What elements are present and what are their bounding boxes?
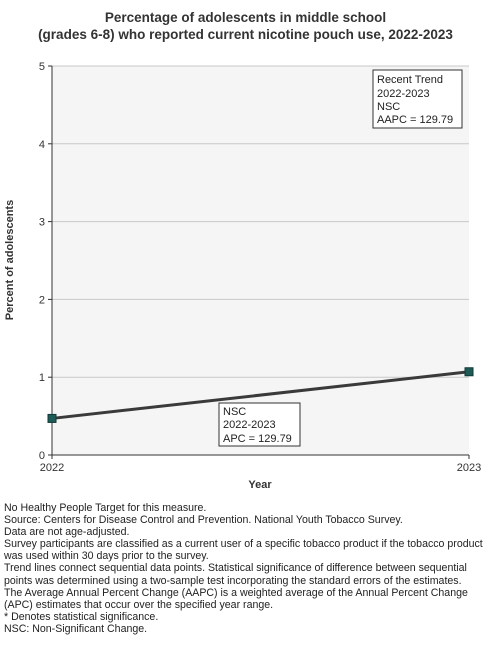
chart-title-line-2: (grades 6-8) who reported current nicoti…: [38, 27, 453, 42]
y-tick-label: 0: [39, 450, 45, 462]
chart: 0 1 2 3 4 5 2022 2023 Year Percent of adolesce…: [4, 61, 481, 491]
data-point: [464, 367, 474, 377]
y-axis-label: Percent of adolescents: [4, 200, 16, 320]
y-tick-label: 3: [39, 217, 45, 229]
footnote: Source: Centers for Disease Control and …: [4, 514, 403, 527]
chart-title: Percentage of adolescents in middle scho…: [0, 9, 491, 43]
data-point: [47, 413, 57, 423]
segment-line: NSC: [223, 406, 246, 418]
footnote: The Average Annual Percent Change (AAPC)…: [4, 586, 468, 611]
recent-trend-line: Recent Trend: [377, 74, 443, 86]
y-tick-label: 5: [39, 61, 45, 73]
segment-box-frame: [218, 402, 301, 447]
footnote: * Denotes statistical significance.: [4, 610, 159, 623]
footnote: No Healthy People Target for this measur…: [4, 502, 207, 514]
segment-box: NSC 2022-2023 APC = 129.79: [218, 402, 301, 447]
plot-area: [52, 66, 469, 455]
series: [47, 367, 474, 423]
x-tick-label: 2023: [457, 462, 481, 474]
gridlines: [52, 65, 469, 378]
footnote: Trend lines connect sequential data poin…: [4, 562, 467, 587]
footnote: NSC: Non-Significant Change.: [4, 622, 148, 635]
y-tick-label: 1: [39, 372, 45, 384]
recent-trend-line: NSC: [377, 101, 400, 113]
y-ticks: 0 1 2 3 4 5: [39, 61, 52, 462]
series-line: [51, 370, 470, 420]
recent-trend-line: AAPC = 129.79: [377, 114, 453, 126]
x-ticks: 2022 2023: [40, 455, 481, 474]
segment-line: APC = 129.79: [223, 433, 292, 445]
x-tick-label: 2022: [40, 462, 64, 474]
footnotes: No Healthy People Target for this measur…: [4, 502, 490, 635]
recent-trend-box-frame: [372, 69, 463, 129]
recent-trend-line: 2022-2023: [377, 88, 430, 100]
segment-line: 2022-2023: [223, 419, 276, 431]
recent-trend-box: Recent Trend 2022-2023 NSC AAPC = 129.79: [372, 69, 463, 129]
y-tick-label: 4: [39, 139, 45, 151]
footnote: Survey participants are classified as a …: [4, 538, 483, 563]
x-axis-label: Year: [248, 479, 272, 491]
footnote: Data are not age-adjusted.: [4, 526, 130, 539]
chart-title-line-1: Percentage of adolescents in middle scho…: [104, 10, 387, 25]
y-tick-label: 2: [39, 294, 45, 306]
